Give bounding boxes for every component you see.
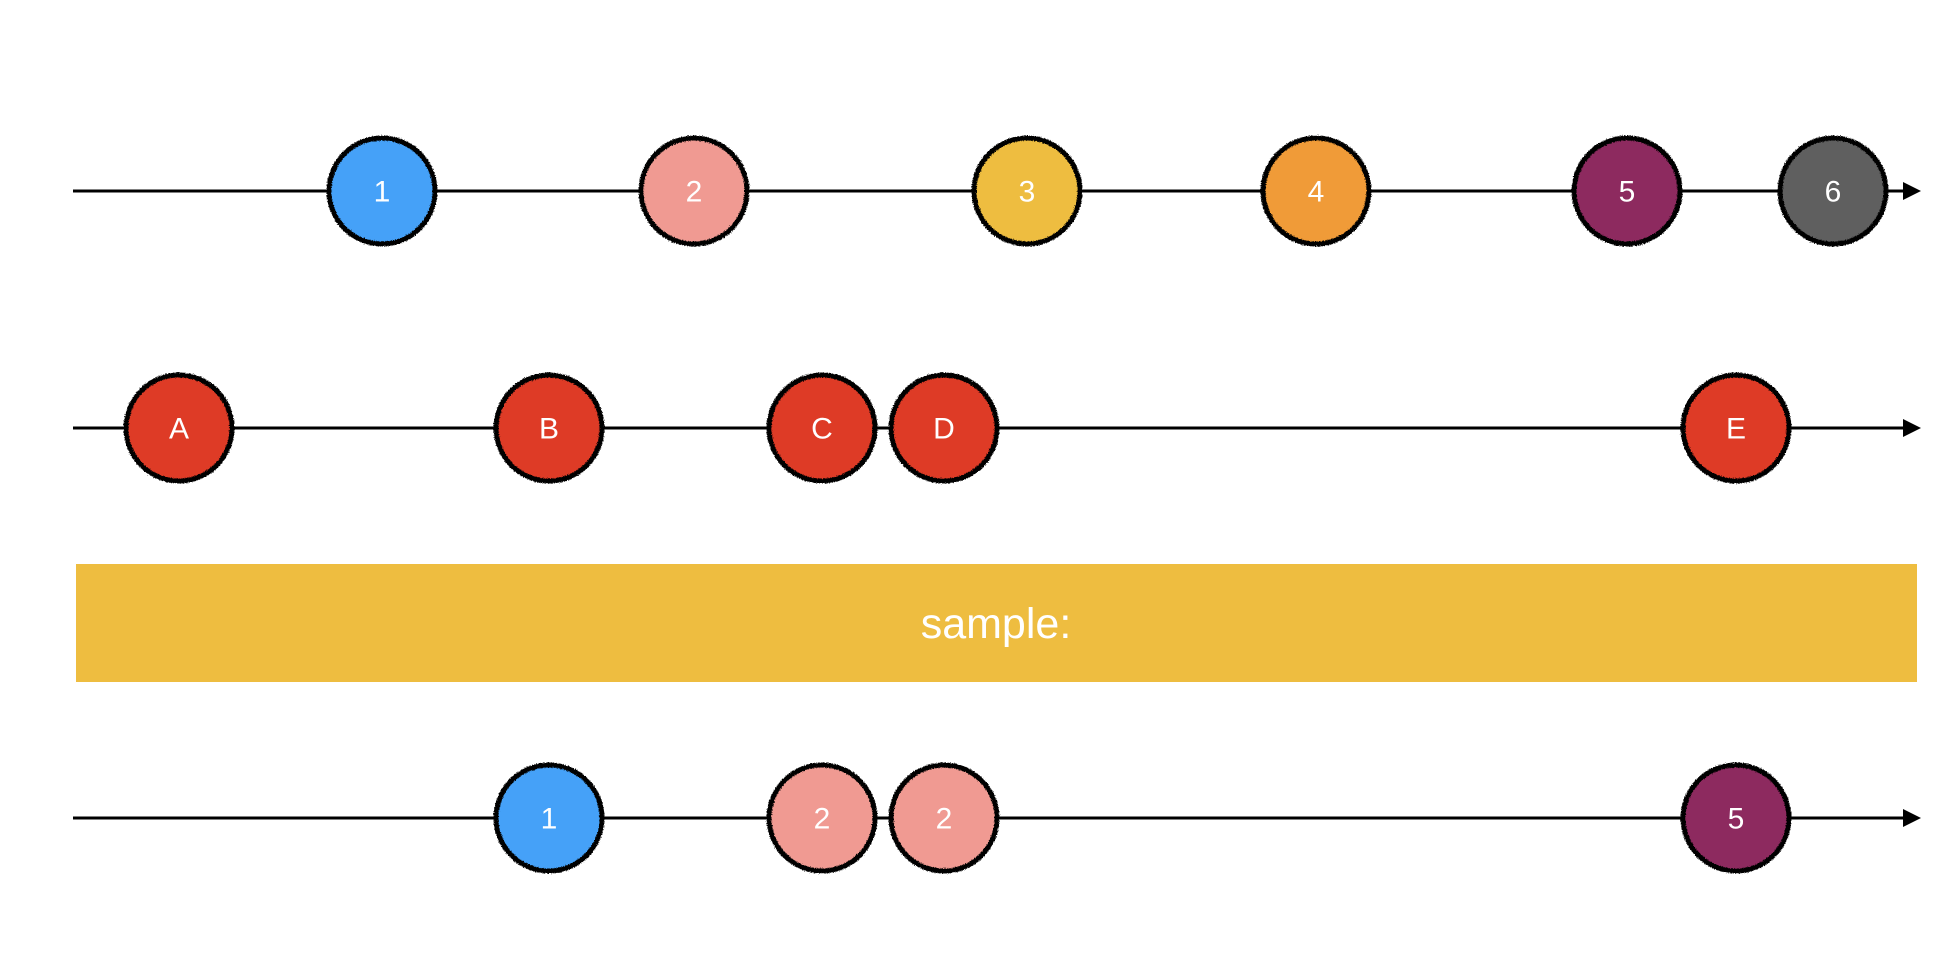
output-stream: 1 2 2 5 xyxy=(73,762,1921,874)
operator-box-background xyxy=(76,564,1917,682)
operator-box: sample: xyxy=(76,564,1917,682)
marble-label: 6 xyxy=(1825,176,1842,209)
marble-label: 1 xyxy=(541,803,558,836)
marble-circle xyxy=(1571,135,1683,247)
marble-label: 4 xyxy=(1308,176,1325,209)
marble-label: 5 xyxy=(1728,803,1745,836)
sampler-marble-2: B xyxy=(493,372,605,484)
output-marble-4: 5 xyxy=(1680,762,1792,874)
source-marble-4: 4 xyxy=(1260,135,1372,247)
source-marble-3: 3 xyxy=(971,135,1083,247)
marble-circle xyxy=(888,372,1000,484)
marble-circle xyxy=(123,372,235,484)
marble-circle xyxy=(766,762,878,874)
marble-label: 1 xyxy=(374,176,391,209)
output-marble-1: 1 xyxy=(493,762,605,874)
marble-label: 2 xyxy=(936,803,953,836)
marble-circle xyxy=(493,762,605,874)
marble-circle xyxy=(493,372,605,484)
sampler-marble-3: C xyxy=(766,372,878,484)
marble-label: E xyxy=(1726,413,1746,446)
marble-label: A xyxy=(169,413,189,446)
marble-circle xyxy=(888,762,1000,874)
marble-circle xyxy=(1777,135,1889,247)
source-marble-5: 5 xyxy=(1571,135,1683,247)
marble-label: 2 xyxy=(814,803,831,836)
marble-label: C xyxy=(811,413,833,446)
output-marble-2: 2 xyxy=(766,762,878,874)
sampler-stream: A B C D E xyxy=(73,372,1921,484)
source-marble-1: 1 xyxy=(326,135,438,247)
source-timeline-arrow xyxy=(1903,182,1921,200)
marble-label: 3 xyxy=(1019,176,1036,209)
sampler-marble-1: A xyxy=(123,372,235,484)
source-marble-2: 2 xyxy=(638,135,750,247)
marble-circle xyxy=(326,135,438,247)
sampler-timeline-arrow xyxy=(1903,419,1921,437)
marble-circle xyxy=(1260,135,1372,247)
output-marble-3: 2 xyxy=(888,762,1000,874)
output-timeline-arrow xyxy=(1903,809,1921,827)
marble-circle xyxy=(766,372,878,484)
source-marble-6: 6 xyxy=(1777,135,1889,247)
sampler-marble-5: E xyxy=(1680,372,1792,484)
marble-circle xyxy=(1680,762,1792,874)
marble-label: B xyxy=(539,413,559,446)
operator-label: sample: xyxy=(921,600,1072,648)
marble-label: D xyxy=(933,413,955,446)
marble-circle xyxy=(638,135,750,247)
sampler-marble-4: D xyxy=(888,372,1000,484)
marble-label: 5 xyxy=(1619,176,1636,209)
source-stream: 1 2 3 4 5 6 xyxy=(73,135,1921,247)
marble-circle xyxy=(971,135,1083,247)
marble-circle xyxy=(1680,372,1792,484)
marble-label: 2 xyxy=(686,176,703,209)
